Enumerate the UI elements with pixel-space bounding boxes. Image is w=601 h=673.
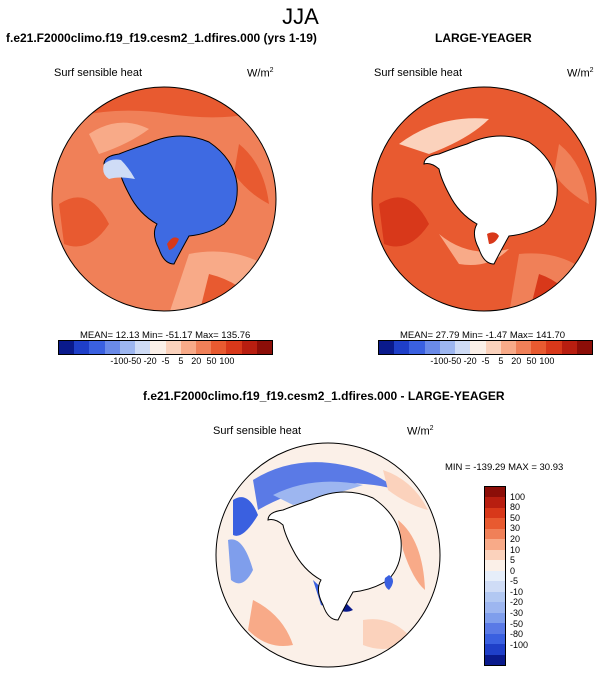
- colorbar-tick-label: 5: [498, 356, 504, 366]
- colorbar-tick-label: -100: [430, 356, 449, 366]
- colorbar-swatch: [485, 644, 505, 655]
- colorbar-tick-label: 20: [511, 356, 522, 366]
- colorbar-tick-label: -20: [143, 356, 157, 366]
- panel-3-units: W/m2: [407, 425, 434, 438]
- colorbar-swatch: [394, 341, 410, 354]
- colorbar-tick-label: 50: [510, 512, 521, 523]
- colorbar-swatch: [379, 341, 395, 354]
- colorbar-tick-label: -5: [481, 356, 490, 366]
- colorbar-swatch: [485, 612, 505, 624]
- colorbar-swatch: [485, 497, 505, 508]
- colorbar-tick-label: -50: [128, 356, 142, 366]
- colorbar-swatch: [485, 487, 505, 498]
- colorbar-tick-label: -20: [463, 356, 477, 366]
- panel-2-title: LARGE-YEAGER: [435, 31, 532, 45]
- colorbar-tick-label: -100: [510, 639, 529, 650]
- colorbar-tick-label: -30: [510, 608, 524, 619]
- panel-3-title: f.e21.F2000climo.f19_f19.cesm2_1.dfires.…: [143, 389, 505, 403]
- colorbar-tick-label: -100: [110, 356, 129, 366]
- colorbar-swatch: [211, 341, 227, 354]
- colorbar-tick-label: 5: [178, 356, 184, 366]
- colorbar-tick-label: -80: [510, 629, 524, 640]
- panel-3-variable: Surf sensible heat: [213, 425, 302, 437]
- panel-1-variable: Surf sensible heat: [54, 67, 143, 79]
- colorbar-swatch: [150, 341, 166, 354]
- colorbar-swatch: [119, 341, 136, 354]
- colorbar-swatch: [59, 341, 75, 354]
- colorbar-swatch: [135, 341, 151, 354]
- colorbar-swatch: [165, 341, 181, 354]
- colorbar-swatch: [485, 602, 505, 613]
- colorbar-swatch: [409, 341, 425, 354]
- colorbar-swatch: [470, 341, 486, 354]
- colorbar-swatch: [485, 518, 505, 529]
- colorbar-tick-label: 20: [191, 356, 202, 366]
- panel-2-colorbar-ticks: -100 -50 -20 -5 5 20 50 100: [378, 356, 591, 368]
- colorbar-tick-label: 100: [539, 356, 555, 366]
- colorbar-swatch: [485, 623, 505, 634]
- colorbar-swatch: [89, 341, 105, 354]
- panel-1-stats: MEAN= 12.13 Min= -51.17 Max= 135.76: [80, 330, 251, 341]
- panel-2-colorbar: [378, 340, 593, 355]
- panel-1-map: [51, 86, 277, 312]
- colorbar-swatch: [531, 341, 547, 354]
- colorbar-tick-label: 20: [510, 533, 521, 544]
- panel-3-stats: MIN = -139.29 MAX = 30.93: [445, 462, 564, 473]
- colorbar-tick-label: 30: [510, 523, 521, 534]
- figure-title: JJA: [282, 4, 319, 29]
- colorbar-swatch: [485, 560, 505, 571]
- colorbar-swatch: [561, 341, 577, 354]
- colorbar-tick-label: 10: [510, 544, 521, 555]
- colorbar-tick-label: 5: [510, 555, 516, 566]
- colorbar-tick-label: 100: [510, 491, 526, 502]
- colorbar-tick-label: 0: [510, 565, 516, 576]
- colorbar-swatch: [576, 341, 593, 354]
- panel-1-colorbar: [58, 340, 273, 355]
- colorbar-swatch: [241, 341, 257, 354]
- panel-1-units: W/m2: [247, 67, 274, 80]
- colorbar-swatch: [439, 341, 456, 354]
- colorbar-tick-label: -5: [161, 356, 170, 366]
- panel-2-stats: MEAN= 27.79 Min= -1.47 Max= 141.70: [400, 330, 566, 341]
- colorbar-swatch: [424, 341, 440, 354]
- colorbar-swatch: [546, 341, 562, 354]
- panel-2-units: W/m2: [567, 67, 594, 80]
- colorbar-swatch: [485, 507, 505, 519]
- colorbar-swatch: [515, 341, 532, 354]
- panel-3-colorbar-ticks: 100 80 50 30 20 10 5 0 -5 -10 -20 -30 -50 -80 -100: [510, 486, 550, 664]
- panel-1-title: f.e21.F2000climo.f19_f19.cesm2_1.dfires.…: [6, 31, 317, 45]
- colorbar-swatch: [74, 341, 90, 354]
- colorbar-tick-label: 50: [526, 356, 537, 366]
- colorbar-tick-label: -10: [510, 586, 524, 597]
- colorbar-tick-label: -20: [510, 597, 524, 608]
- colorbar-swatch: [485, 341, 501, 354]
- colorbar-swatch: [485, 581, 505, 592]
- colorbar-swatch: [485, 539, 505, 550]
- colorbar-tick-label: -5: [510, 576, 519, 587]
- colorbar-tick-label: -50: [510, 618, 524, 629]
- panel-3-map: [215, 442, 441, 668]
- colorbar-swatch: [485, 633, 505, 645]
- colorbar-swatch: [485, 528, 505, 540]
- colorbar-swatch: [485, 591, 505, 603]
- colorbar-tick-label: 50: [206, 356, 217, 366]
- panel-2-map: [371, 86, 597, 312]
- colorbar-swatch: [104, 341, 120, 354]
- colorbar-swatch: [485, 570, 505, 582]
- colorbar-tick-label: -50: [448, 356, 462, 366]
- panel-3-colorbar: [484, 486, 506, 666]
- colorbar-swatch: [180, 341, 196, 354]
- colorbar-tick-label: 80: [510, 502, 521, 513]
- colorbar-swatch: [455, 341, 471, 354]
- colorbar-swatch: [485, 654, 505, 665]
- colorbar-swatch: [226, 341, 242, 354]
- colorbar-swatch: [485, 549, 505, 561]
- colorbar-swatch: [256, 341, 273, 354]
- panel-2-variable: Surf sensible heat: [374, 67, 463, 79]
- colorbar-swatch: [195, 341, 212, 354]
- colorbar-tick-label: 100: [219, 356, 235, 366]
- panel-1-colorbar-ticks: -100 -50 -20 -5 5 20 50 100: [58, 356, 271, 368]
- colorbar-swatch: [500, 341, 516, 354]
